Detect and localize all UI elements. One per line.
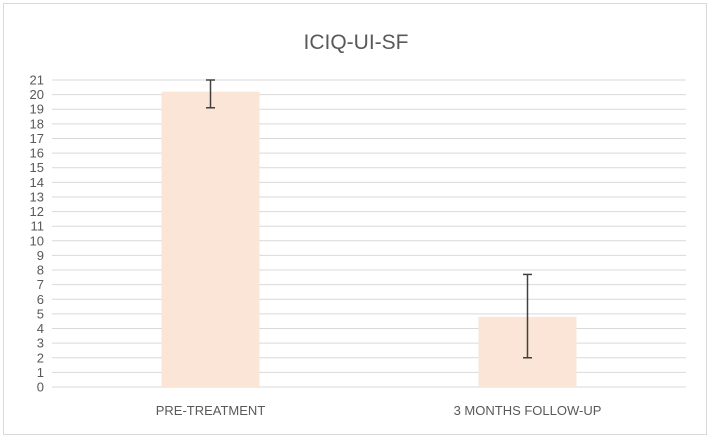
x-category-label: 3 MONTHS FOLLOW-UP <box>454 403 602 418</box>
gridlines <box>52 79 686 388</box>
y-tick-label: 11 <box>31 219 45 234</box>
y-tick-label: 14 <box>30 175 44 190</box>
y-tick-label: 1 <box>37 365 44 380</box>
y-tick-label: 21 <box>30 73 44 88</box>
y-tick-label: 17 <box>30 131 44 146</box>
y-tick-label: 16 <box>30 146 44 161</box>
chart-frame <box>3 3 707 435</box>
y-tick-label: 20 <box>30 87 44 102</box>
y-tick-label: 15 <box>30 160 44 175</box>
chart-title: ICIQ-UI-SF <box>304 31 409 54</box>
y-tick-label: 4 <box>37 321 44 336</box>
y-tick-label: 9 <box>37 248 44 263</box>
y-tick-label: 3 <box>37 336 44 351</box>
y-tick-label: 7 <box>37 277 44 292</box>
y-tick-label: 19 <box>30 102 44 117</box>
y-tick-label: 6 <box>37 292 44 307</box>
y-tick-label: 18 <box>30 116 44 131</box>
y-tick-label: 13 <box>30 189 44 204</box>
y-tick-label: 8 <box>37 263 44 278</box>
y-tick-label: 0 <box>37 380 44 395</box>
y-tick-label: 5 <box>37 306 44 321</box>
y-tick-label: 10 <box>30 233 44 248</box>
y-tick-label: 2 <box>37 350 44 365</box>
bar <box>161 91 260 387</box>
y-tick-label: 12 <box>30 204 44 219</box>
error-bars <box>206 79 532 359</box>
x-axis-labels: PRE-TREATMENT 3 MONTHS FOLLOW-UP <box>156 403 602 418</box>
x-category-label: PRE-TREATMENT <box>156 403 266 418</box>
